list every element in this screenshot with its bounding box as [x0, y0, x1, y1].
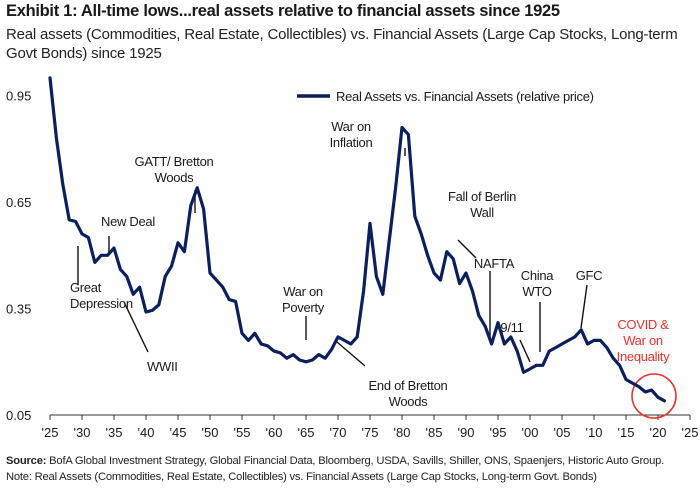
chart-subtitle: Real assets (Commodities, Real Estate, C… — [6, 26, 678, 62]
series-group — [48, 76, 667, 403]
annotation-label: New Deal — [101, 214, 155, 229]
annotation-label: 9/11 — [500, 320, 523, 335]
x-tick-label: '55 — [234, 425, 251, 440]
annotation-label-line: End of Bretton — [369, 378, 448, 393]
annotation-label-line: Great — [70, 280, 102, 295]
x-tick-label: '65 — [298, 425, 315, 440]
x-tick-label: '15 — [618, 425, 635, 440]
annotation-label-line: New Deal — [101, 214, 155, 229]
x-tick-label: '75 — [362, 425, 379, 440]
annotation-labels: Great Depression New Deal WWII GATT/ Bretton… — [70, 119, 670, 409]
y-tick-label: 0.65 — [6, 195, 31, 210]
annotation-leader-line — [457, 239, 477, 259]
annotation-label-line: Poverty — [282, 300, 325, 315]
annotation-label: COVID & War on Inequality — [617, 317, 670, 364]
annotation-label: End of Bretton Woods — [369, 378, 448, 409]
annotation-label-line: China — [521, 268, 555, 283]
annotation-label-line: GFC — [576, 268, 603, 283]
annotation-label-line: GATT/ Bretton — [135, 154, 214, 169]
annotation-label-line: 9/11 — [500, 320, 523, 335]
annotation-label: GATT/ Bretton Woods — [135, 154, 214, 185]
annotation-leader-line — [123, 301, 149, 353]
x-tick-label: '85 — [426, 425, 443, 440]
legend-label: Real Assets vs. Financial Assets (relati… — [336, 89, 594, 104]
footnote: Note: Real Assets (Commodities, Real Est… — [6, 471, 597, 483]
annotation-leader-line — [336, 341, 366, 367]
x-tick-label: '25 — [42, 425, 59, 440]
y-tick-label: 0.35 — [6, 302, 31, 317]
x-tick-label: '00 — [522, 425, 539, 440]
annotation-label-line: Woods — [155, 170, 195, 185]
annotation-label-line: War on — [331, 119, 371, 134]
x-tick-label: '25 — [682, 425, 699, 440]
annotation-label-line: Depression — [70, 296, 133, 311]
highlight-circle — [631, 373, 677, 419]
source-note: Source: BofA Global Investment Strategy,… — [6, 455, 664, 467]
annotation-label: War on Inflation — [330, 119, 373, 150]
x-tick-label: '30 — [74, 425, 91, 440]
annotation-label-line: WTO — [522, 284, 551, 299]
annotation-label: China WTO — [521, 268, 555, 299]
y-tick-label: 0.95 — [6, 89, 31, 104]
chart-title: Exhibit 1: All-time lows...real assets r… — [6, 2, 560, 20]
x-tick-label: '60 — [266, 425, 283, 440]
line-chart: '25 '30 '35 '40 '45 '50 '55 '60 '65 '70 '75 '80 '85 '… — [6, 76, 699, 440]
series-line — [48, 76, 667, 403]
annotation-label-line: Inequality — [617, 349, 670, 364]
annotation-label: NAFTA — [474, 256, 515, 271]
annotation-leader-line — [580, 284, 588, 329]
x-tick-label: '35 — [106, 425, 123, 440]
annotation-label-line: War on — [623, 333, 663, 348]
x-tick-label: '90 — [458, 425, 475, 440]
source-text: BofA Global Investment Strategy, Global … — [46, 455, 665, 467]
x-tick-label: '80 — [394, 425, 411, 440]
x-axis: '25 '30 '35 '40 '45 '50 '55 '60 '65 '70 '75 '80 '85 '… — [42, 414, 699, 440]
x-tick-label: '05 — [554, 425, 571, 440]
annotation-label-line: WWII — [147, 359, 178, 374]
annotation-label-line: Inflation — [330, 135, 373, 150]
source-label: Source: — [6, 455, 47, 467]
annotation-leader-line — [519, 339, 531, 363]
annotation-label-line: War on — [283, 284, 323, 299]
annotation-label: GFC — [576, 268, 603, 283]
x-tick-label: '10 — [586, 425, 603, 440]
annotation-label: WWII — [147, 359, 178, 374]
annotation-label-line: NAFTA — [474, 256, 515, 271]
annotation-label: Fall of Berlin Wall — [448, 189, 516, 220]
y-tick-label: 0.05 — [6, 408, 31, 423]
x-tick-label: '45 — [170, 425, 187, 440]
x-tick-label: '95 — [490, 425, 507, 440]
x-tick-label: '40 — [138, 425, 155, 440]
y-axis: 0.95 0.65 0.35 0.05 — [6, 89, 31, 424]
annotation-label-line: Fall of Berlin — [448, 189, 516, 204]
annotation-label: War on Poverty — [282, 284, 325, 315]
x-tick-label: '70 — [330, 425, 347, 440]
x-tick-label: '20 — [650, 425, 667, 440]
annotation-label-line: Woods — [389, 394, 429, 409]
annotation-leaders — [77, 148, 677, 419]
chart-legend: Real Assets vs. Financial Assets (relati… — [297, 89, 594, 104]
x-tick-label: '50 — [202, 425, 219, 440]
annotation-label-line: Wall — [470, 205, 494, 220]
annotation-label-line: COVID & — [617, 317, 669, 332]
annotation-label: Great Depression — [70, 280, 133, 311]
